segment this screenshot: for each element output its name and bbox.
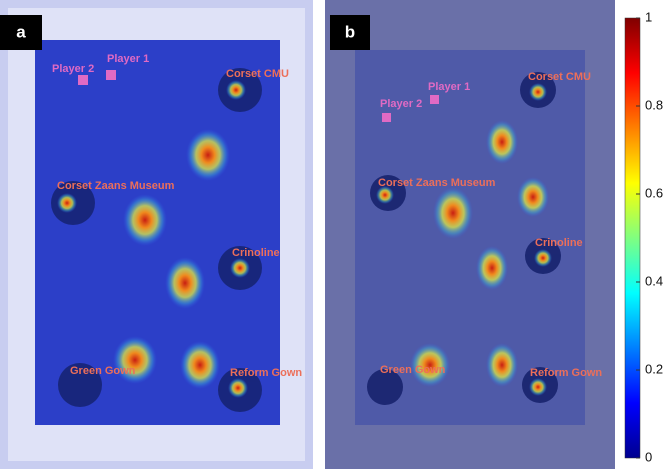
panel-b: b Corset CMU Player 1 Player 2 Corset Za… (325, 0, 615, 469)
object-label: Green Gown (380, 364, 446, 376)
colorbar (625, 18, 640, 458)
panel-label: a (16, 22, 26, 41)
object-label: Reform Gown (530, 367, 602, 379)
colorbar-tick-label: 0.6 (645, 185, 663, 200)
player-marker (106, 70, 116, 80)
panel-a: a Player 2 Player 1 Corset CMU Corset Za… (0, 0, 313, 469)
object-label: Player 2 (52, 63, 94, 75)
object-label: Player 1 (107, 53, 149, 65)
colorbar-tick-label: 0.2 (645, 361, 663, 376)
object-label: Player 2 (380, 98, 422, 110)
player-marker (78, 75, 88, 85)
player-marker (430, 95, 439, 104)
colorbar-tick-label: 0 (645, 449, 652, 464)
object-label: Crinoline (232, 247, 280, 259)
object-label: Green Gown (70, 365, 136, 377)
figure: a Player 2 Player 1 Corset CMU Corset Za… (0, 0, 663, 469)
colorbar-tick-label: 1 (645, 9, 652, 24)
object-label: Reform Gown (230, 367, 302, 379)
panel-label: b (345, 22, 355, 41)
colorbar-tick-label: 0.8 (645, 97, 663, 112)
object-label: Player 1 (428, 81, 470, 93)
object-label: Corset CMU (528, 71, 591, 83)
colorbar-tick-label: 0.4 (645, 273, 663, 288)
object-label: Corset CMU (226, 68, 289, 80)
object-label: Corset Zaans Museum (57, 180, 175, 192)
player-marker (382, 113, 391, 122)
object-label: Corset Zaans Museum (378, 177, 496, 189)
object-label: Crinoline (535, 237, 583, 249)
